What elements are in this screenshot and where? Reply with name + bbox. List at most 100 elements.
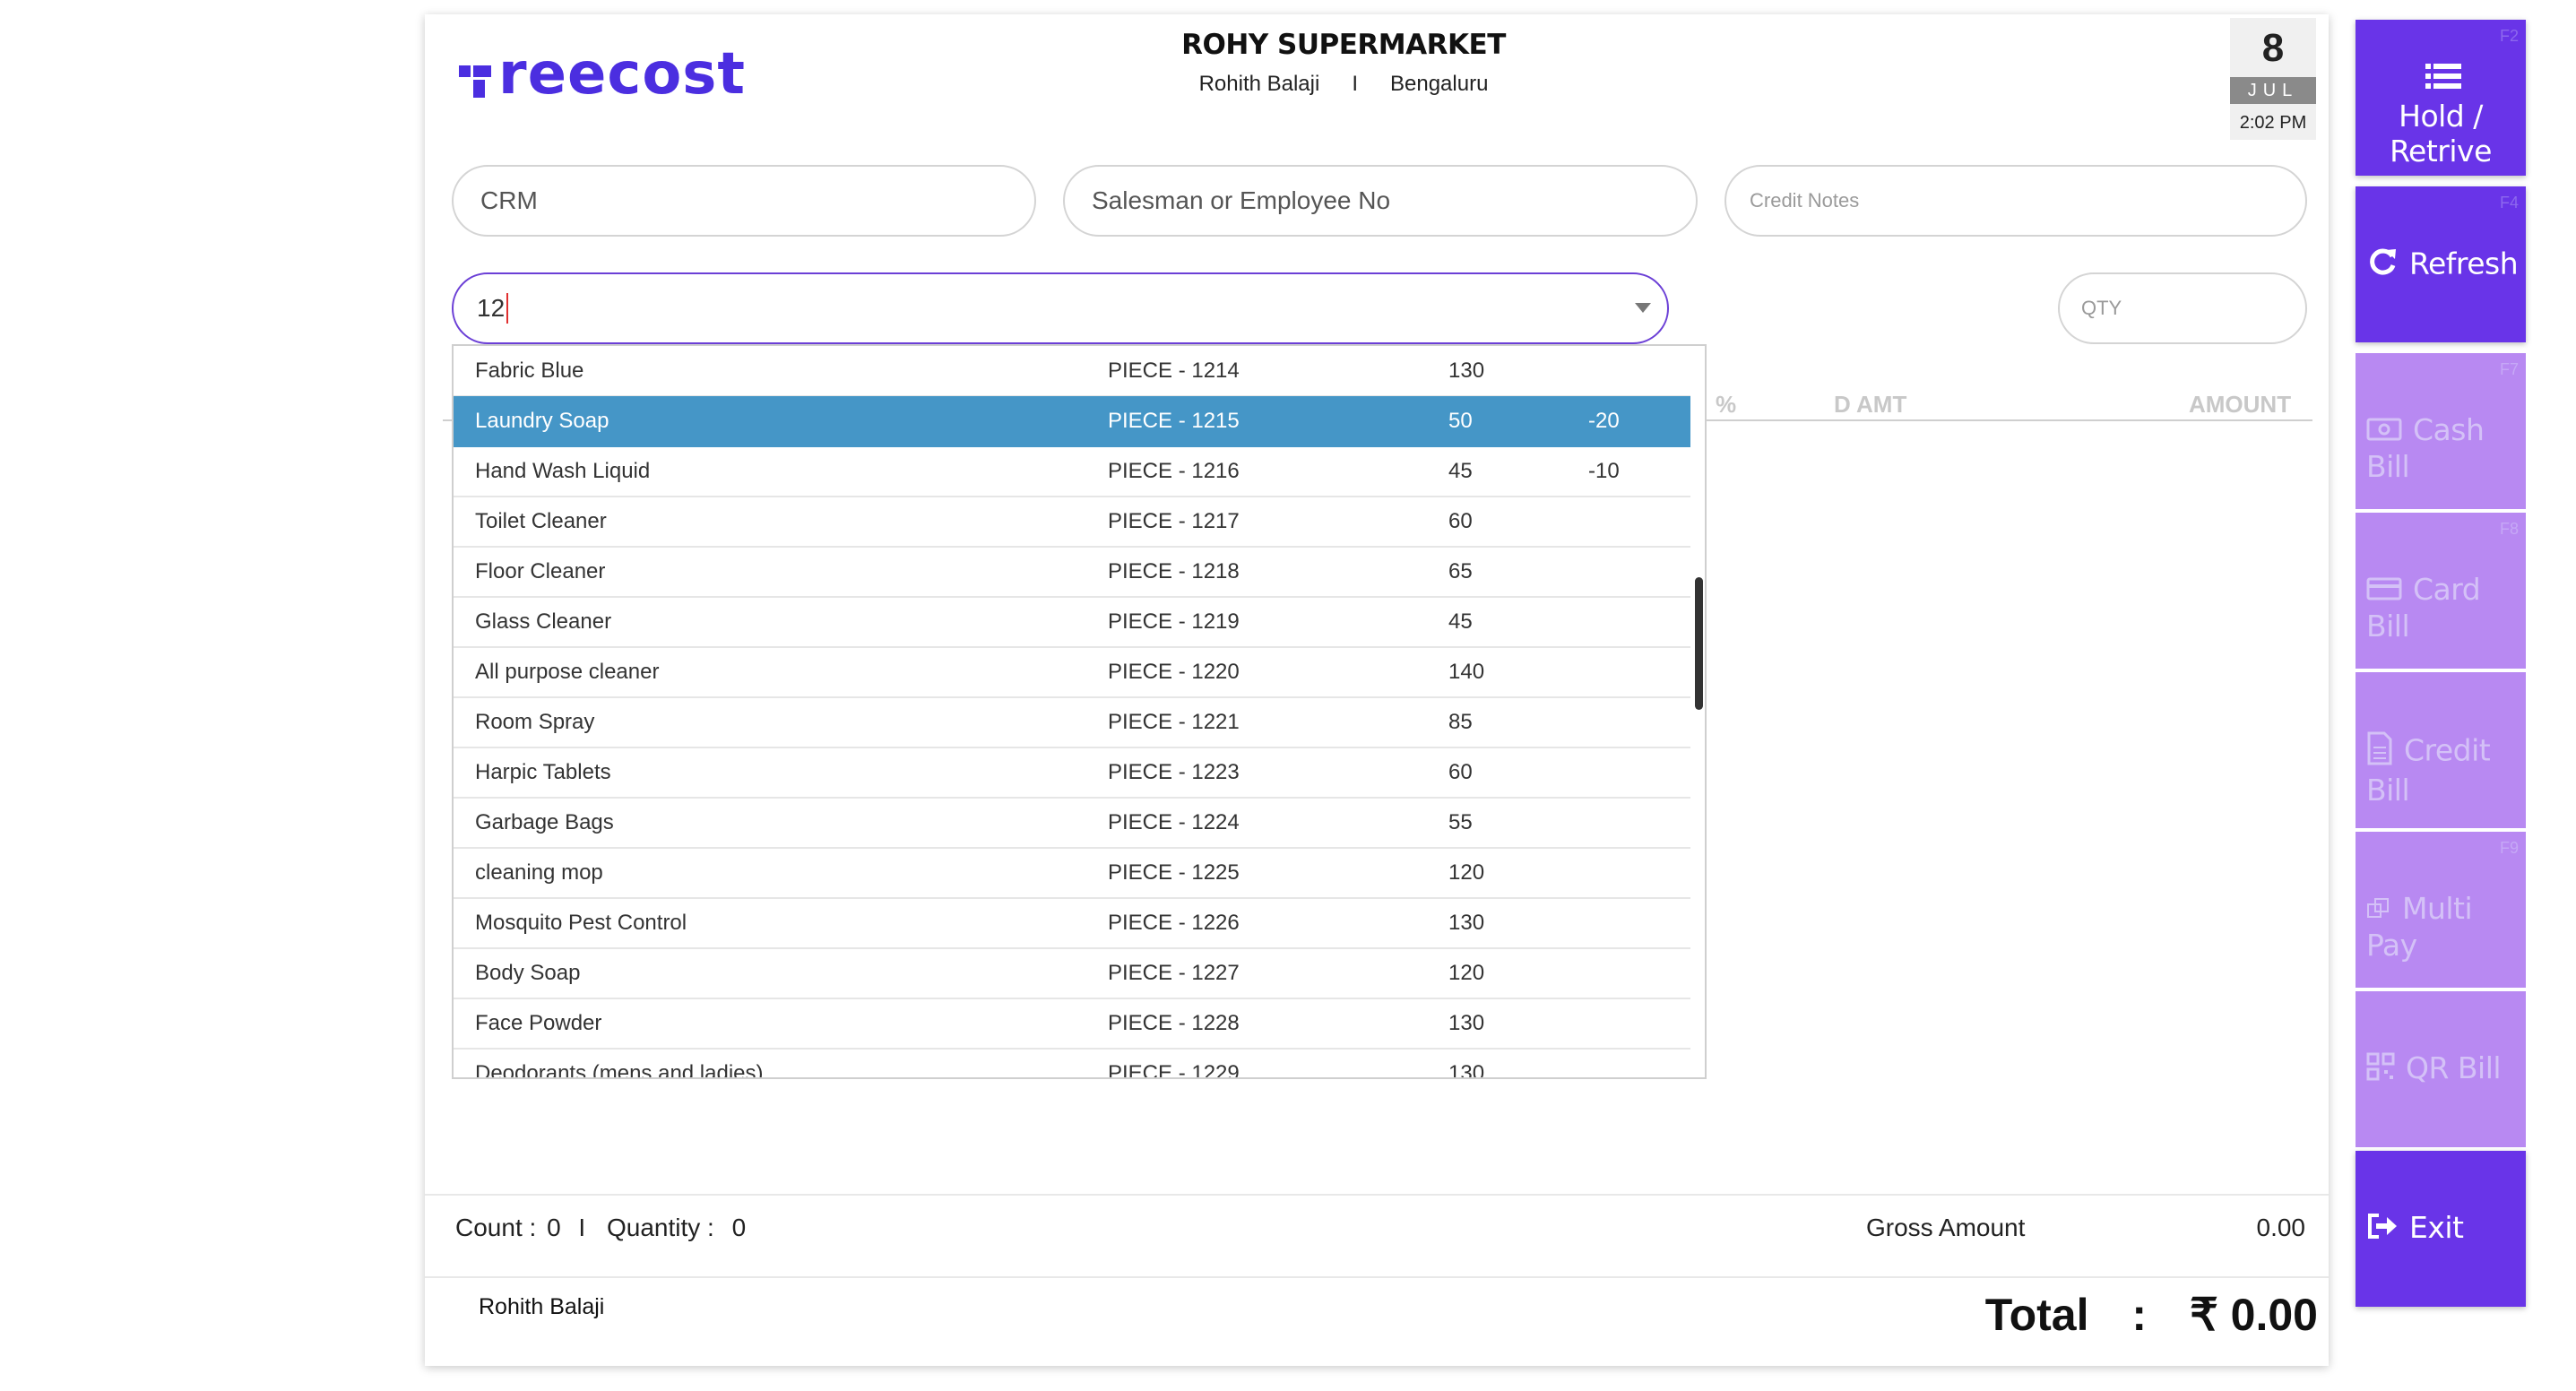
count-divider: I: [578, 1214, 586, 1241]
option-price: 55: [1448, 810, 1473, 834]
dropdown-option[interactable]: Garbage Bags PIECE - 1224 55: [454, 798, 1690, 849]
dropdown-option[interactable]: Hand Wash Liquid PIECE - 1216 45 -10: [454, 446, 1690, 497]
option-price: 120: [1448, 961, 1485, 985]
option-name: Deodorants (mens and ladies): [475, 1061, 764, 1079]
qr-bill-button[interactable]: QR Bill: [2356, 991, 2526, 1147]
option-code: PIECE - 1221: [1108, 710, 1240, 734]
dropdown-scrollbar[interactable]: [1695, 577, 1703, 710]
dropdown-option[interactable]: Fabric Blue PIECE - 1214 130: [454, 346, 1690, 397]
dropdown-option[interactable]: Glass Cleaner PIECE - 1219 45: [454, 597, 1690, 648]
option-price: 130: [1448, 911, 1485, 935]
date-month: JUL: [2230, 77, 2316, 104]
option-name: cleaning mop: [475, 860, 603, 885]
option-price: 45: [1448, 459, 1473, 483]
count-value: 0: [547, 1214, 561, 1241]
total-row: Total : ₹ 0.00: [1984, 1289, 2318, 1341]
refresh-label: Refresh: [2409, 246, 2519, 281]
exit-button[interactable]: Exit: [2356, 1151, 2526, 1307]
refresh-key-hint: F4: [2499, 194, 2519, 212]
multi-pay-button[interactable]: F9 Multi Pay: [2356, 832, 2526, 988]
multi-row: Multi Pay: [2356, 891, 2526, 963]
document-icon: [2366, 731, 2393, 773]
store-subtitle: Rohith Balaji I Bengaluru: [998, 72, 1689, 97]
dropdown-arrow-icon[interactable]: [1635, 303, 1651, 313]
date-day: 8: [2261, 26, 2285, 70]
refresh-row: Refresh: [2356, 246, 2526, 285]
list-icon: [2425, 63, 2461, 94]
option-price: 65: [1448, 559, 1473, 583]
cash-label: Cash Bill: [2366, 412, 2485, 484]
dropdown-option[interactable]: Floor Cleaner PIECE - 1218 65: [454, 547, 1690, 598]
qty-input[interactable]: QTY: [2058, 272, 2307, 344]
option-price: 45: [1448, 609, 1473, 634]
credit-notes-input[interactable]: Credit Notes: [1725, 165, 2307, 237]
dropdown-option[interactable]: All purpose cleaner PIECE - 1220 140: [454, 647, 1690, 698]
refresh-button[interactable]: F4 Refresh: [2356, 186, 2526, 342]
cash-bill-button[interactable]: F7 Cash Bill: [2356, 353, 2526, 509]
total-divider: [425, 1276, 2329, 1278]
option-price: 130: [1448, 359, 1485, 383]
footer-divider: [425, 1194, 2329, 1196]
option-name: Laundry Soap: [475, 409, 609, 433]
cash-row: Cash Bill: [2356, 412, 2526, 484]
option-name: All purpose cleaner: [475, 660, 660, 684]
option-price: 130: [1448, 1011, 1485, 1035]
salesman-input[interactable]: Salesman or Employee No: [1063, 165, 1698, 237]
dropdown-option[interactable]: Laundry Soap PIECE - 1215 50 -20: [454, 396, 1690, 447]
product-search-input[interactable]: 12: [452, 272, 1669, 344]
gross-amount-value: 0.00: [2256, 1214, 2306, 1241]
multi-label: Multi Pay: [2366, 891, 2473, 963]
logo: reecost: [459, 34, 746, 115]
card-bill-button[interactable]: F8 Card Bill: [2356, 513, 2526, 669]
qty-placeholder: QTY: [2081, 297, 2122, 319]
store-city: Bengaluru: [1390, 72, 1489, 96]
option-name: Garbage Bags: [475, 810, 614, 834]
dropdown-option[interactable]: Toilet Cleaner PIECE - 1217 60: [454, 497, 1690, 548]
store-owner: Rohith Balaji: [1198, 72, 1320, 96]
exit-label: Exit: [2409, 1210, 2464, 1245]
option-code: PIECE - 1219: [1108, 609, 1240, 634]
header-pct: %: [1716, 391, 1737, 418]
option-price: 85: [1448, 710, 1473, 734]
total-value: ₹ 0.00: [2189, 1290, 2318, 1340]
date-box: 8 JUL 2:02 PM: [2230, 18, 2316, 140]
count-summary: Count : 0 I Quantity : 0: [452, 1214, 746, 1242]
option-price: 130: [1448, 1061, 1485, 1079]
option-code: PIECE - 1224: [1108, 810, 1240, 834]
option-price: 50: [1448, 409, 1473, 433]
option-code: PIECE - 1216: [1108, 459, 1240, 483]
credit-notes-placeholder: Credit Notes: [1750, 189, 1860, 212]
dropdown-option[interactable]: cleaning mop PIECE - 1225 120: [454, 848, 1690, 899]
option-code: PIECE - 1218: [1108, 559, 1240, 583]
search-value: 12: [477, 294, 506, 322]
dropdown-option[interactable]: Deodorants (mens and ladies) PIECE - 1229…: [454, 1049, 1690, 1079]
option-code: PIECE - 1225: [1108, 860, 1240, 885]
option-discount: -20: [1588, 409, 1620, 433]
total-separator: :: [2131, 1290, 2148, 1340]
hold-label: Hold / Retrive: [2390, 99, 2492, 168]
cash-icon: [2366, 414, 2402, 449]
store-name: ROHY SUPERMARKET: [1181, 29, 1506, 61]
dropdown-option[interactable]: Mosquito Pest Control PIECE - 1226 130: [454, 898, 1690, 949]
dropdown-option[interactable]: Face Powder PIECE - 1228 130: [454, 998, 1690, 1050]
hold-retrive-button[interactable]: F2 Hold / Retrive: [2356, 20, 2526, 176]
option-code: PIECE - 1217: [1108, 509, 1240, 533]
multi-pay-icon: [2366, 893, 2391, 928]
option-price: 60: [1448, 509, 1473, 533]
dropdown-option[interactable]: Room Spray PIECE - 1221 85: [454, 697, 1690, 748]
card-key-hint: F8: [2499, 520, 2519, 538]
store-header: ROHY SUPERMARKET Rohith Balaji I Bengaluru: [998, 29, 1689, 97]
dropdown-option[interactable]: Body Soap PIECE - 1227 120: [454, 948, 1690, 999]
option-name: Room Spray: [475, 710, 595, 734]
credit-label: Credit Bill: [2366, 732, 2491, 808]
billing-panel: reecost ROHY SUPERMARKET Rohith Balaji I B…: [425, 14, 2329, 1366]
product-dropdown[interactable]: Fabric Blue PIECE - 1214 130 Laundry Soap PI…: [452, 344, 1707, 1079]
credit-bill-button[interactable]: Credit Bill: [2356, 672, 2526, 828]
sign-out-icon: [2366, 1212, 2399, 1247]
dropdown-option[interactable]: Harpic Tablets PIECE - 1223 60: [454, 747, 1690, 799]
crm-input[interactable]: CRM: [452, 165, 1036, 237]
date-time: 2:02 PM: [2239, 113, 2307, 133]
total-label: Total: [1984, 1290, 2089, 1340]
card-row: Card Bill: [2356, 572, 2526, 644]
hold-key-hint: F2: [2499, 27, 2519, 45]
